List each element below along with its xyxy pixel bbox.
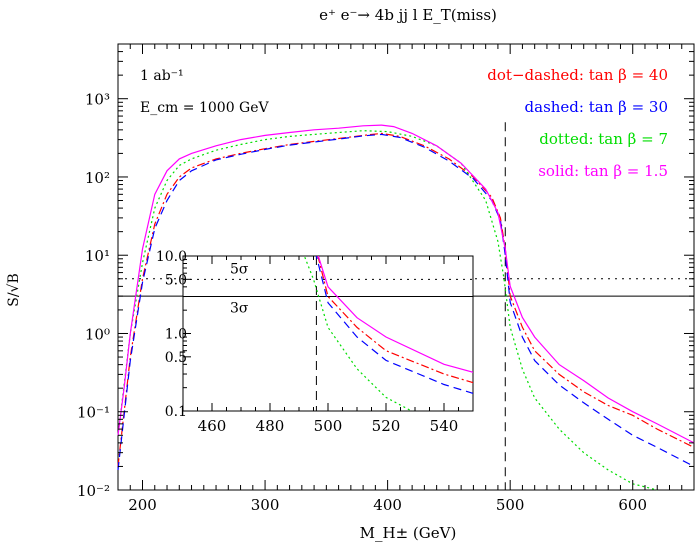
luminosity-annotation: 1 ab⁻¹ <box>140 68 184 84</box>
series-line-1 <box>117 133 695 471</box>
series-line-0 <box>117 132 695 467</box>
legend-entry: dashed: tan β = 30 <box>525 98 668 116</box>
x-tick-label: 600 <box>618 496 647 514</box>
inset-y-tick-label: 0.5 <box>165 350 187 366</box>
legend-entry: solid: tan β = 1.5 <box>538 162 668 180</box>
chart-title: e⁺ e⁻→ 4b jj l E_T(miss) <box>319 6 497 24</box>
x-tick-label: 300 <box>251 496 280 514</box>
inset-plot-area <box>183 256 473 411</box>
series-line-2 <box>117 130 658 491</box>
inset-y-tick-label: 5.0 <box>165 272 187 288</box>
x-axis-label: M_H± (GeV) <box>360 524 457 542</box>
inset-x-tick-label: 460 <box>198 417 227 435</box>
inset-series-line-3 <box>317 256 473 373</box>
inset-five-sigma-label: 5σ <box>230 261 249 277</box>
inset-series-line-1 <box>315 256 473 394</box>
y-tick-label: 10³ <box>85 91 110 109</box>
inset-y-tick-label: 1.0 <box>165 327 187 343</box>
y-tick-label: 10¹ <box>85 247 110 265</box>
y-tick-label: 10⁻² <box>77 482 110 500</box>
y-tick-label: 10⁻¹ <box>77 404 110 422</box>
inset-frame <box>182 255 474 412</box>
inset-x-tick-label: 520 <box>372 417 401 435</box>
chart-title-text: e⁺ e⁻→ 4b jj l E_T(miss) <box>319 6 497 24</box>
inset-series-line-0 <box>317 256 473 384</box>
legend-entry: dotted: tan β = 7 <box>539 130 668 148</box>
x-tick-label: 500 <box>496 496 525 514</box>
y-tick-label: 10² <box>85 169 110 187</box>
y-tick-label: 10⁰ <box>85 325 110 343</box>
y-axis-label: S/√B <box>6 273 22 307</box>
inset-x-tick-label: 480 <box>256 417 285 435</box>
inset-three-sigma-label: 3σ <box>230 301 249 317</box>
inset-x-tick-label: 500 <box>314 417 343 435</box>
energy-annotation: E_cm = 1000 GeV <box>140 100 270 116</box>
inset-y-tick-label: 0.1 <box>165 404 187 420</box>
x-tick-label: 400 <box>373 496 402 514</box>
legend-entry: dot−dashed: tan β = 40 <box>487 66 668 84</box>
inset-x-tick-label: 540 <box>430 417 459 435</box>
series-line-3 <box>117 124 695 444</box>
x-tick-label: 200 <box>128 496 157 514</box>
inset-y-tick-label: 10.0 <box>156 249 187 265</box>
